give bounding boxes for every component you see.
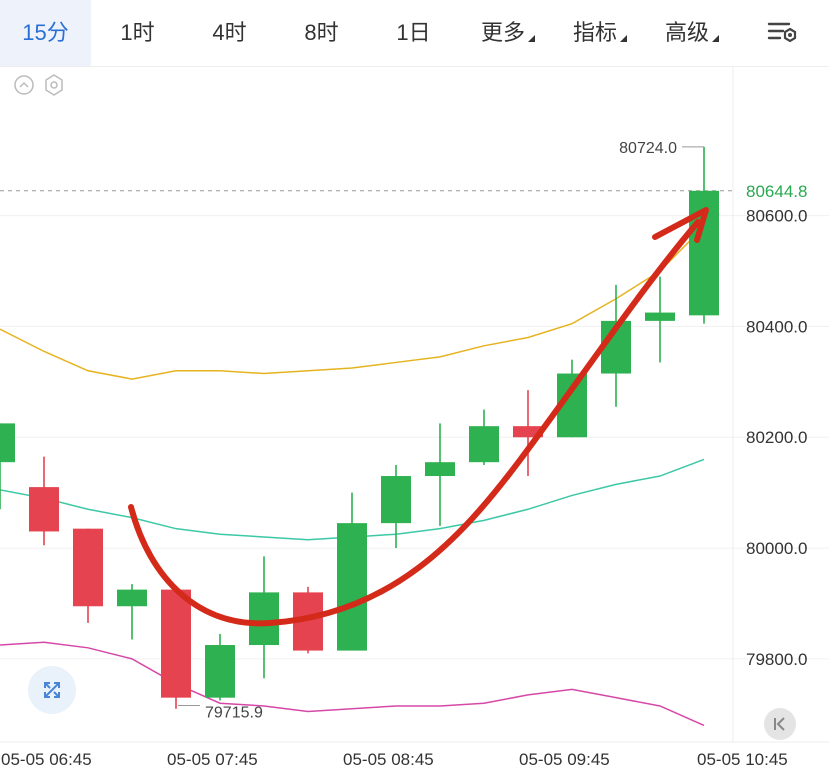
high-annotation: 80724.0 <box>619 140 677 157</box>
candle-body <box>117 589 147 607</box>
y-tick-label: 80200.0 <box>746 428 807 447</box>
tab-label: 1日 <box>396 20 431 45</box>
ma-line-upper <box>0 226 705 380</box>
x-tick-label: 05-05 06:45 <box>1 750 92 769</box>
candle <box>469 409 499 465</box>
expand-chart-button[interactable] <box>28 666 76 714</box>
dropdown-triangle-icon <box>712 35 719 42</box>
x-tick-label: 05-05 08:45 <box>343 750 434 769</box>
candle-body <box>249 592 279 646</box>
tab-label: 指标 <box>572 20 617 45</box>
hexagon-settings-icon[interactable] <box>45 74 63 96</box>
y-axis-ticks: 80600.0 80400.0 80200.0 80000.0 79800.0 <box>746 207 807 669</box>
tab-label: 高级 <box>664 20 709 45</box>
candle <box>0 423 15 510</box>
y-tick-label: 79800.0 <box>746 650 807 669</box>
current-price-badge <box>737 178 829 203</box>
candle-body <box>469 426 499 463</box>
candle-body <box>337 523 367 651</box>
tab-advanced[interactable]: 高级 <box>652 0 732 66</box>
candle <box>337 492 367 651</box>
y-tick-label: 80400.0 <box>746 317 807 336</box>
x-axis-ticks: 05-05 06:45 05-05 07:45 05-05 08:45 05-0… <box>1 750 788 769</box>
tab-1h[interactable]: 1时 <box>100 0 175 66</box>
ma-line-lower <box>0 641 705 727</box>
tab-1d[interactable]: 1日 <box>376 0 451 66</box>
candle <box>205 633 235 701</box>
candle-body <box>513 426 543 438</box>
candle-body <box>29 487 59 532</box>
tab-label: 更多 <box>480 20 525 45</box>
tab-label: 15分 <box>22 20 69 45</box>
tab-4h[interactable]: 4时 <box>192 0 267 66</box>
candle <box>161 589 191 709</box>
candle-body <box>73 528 103 607</box>
candle <box>513 390 543 477</box>
x-tick-label: 05-05 10:45 <box>697 750 788 769</box>
chart-settings-icon[interactable] <box>764 18 800 48</box>
candle-body <box>425 462 455 477</box>
trend-arrow-annotation <box>128 207 709 627</box>
candle <box>689 146 719 324</box>
expand-arrows-icon <box>44 682 60 698</box>
dropdown-triangle-icon <box>620 35 627 42</box>
candle <box>117 584 147 640</box>
candle <box>645 276 675 363</box>
y-tick-label: 80000.0 <box>746 539 807 558</box>
price-gridlines <box>0 215 829 660</box>
tab-more[interactable]: 更多 <box>468 0 548 66</box>
y-tick-label: 80600.0 <box>746 207 807 226</box>
candlestick-chart: 80600.0 80400.0 80200.0 80000.0 79800.0 … <box>0 66 829 769</box>
tab-indicators[interactable]: 指标 <box>560 0 640 66</box>
candle-body <box>0 423 15 463</box>
current-price-label: 80644.8 <box>746 182 807 201</box>
candle <box>249 556 279 679</box>
jump-to-latest-icon <box>774 717 785 731</box>
low-annotation: 79715.9 <box>205 704 263 721</box>
tab-label: 4时 <box>212 20 247 45</box>
chevron-up-circle-icon[interactable] <box>14 75 34 95</box>
candle-body <box>381 476 411 524</box>
candle-body <box>205 645 235 698</box>
x-tick-label: 05-05 09:45 <box>519 750 610 769</box>
tab-8h[interactable]: 8时 <box>284 0 359 66</box>
tab-label: 1时 <box>120 20 155 45</box>
x-tick-label: 05-05 07:45 <box>167 750 258 769</box>
candle-body <box>161 589 191 698</box>
tab-15m[interactable]: 15分 <box>0 0 91 66</box>
candle <box>29 456 59 546</box>
candle <box>73 528 103 623</box>
candle <box>381 464 411 549</box>
tab-label: 8时 <box>304 20 339 45</box>
candle-body <box>645 312 675 321</box>
candles <box>0 146 719 709</box>
jump-to-latest-button[interactable] <box>764 708 796 740</box>
interval-tab-bar: 15分 1时 4时 8时 1日 更多 指标 高级 <box>0 0 829 67</box>
candle <box>425 423 455 526</box>
dropdown-triangle-icon <box>528 35 535 42</box>
